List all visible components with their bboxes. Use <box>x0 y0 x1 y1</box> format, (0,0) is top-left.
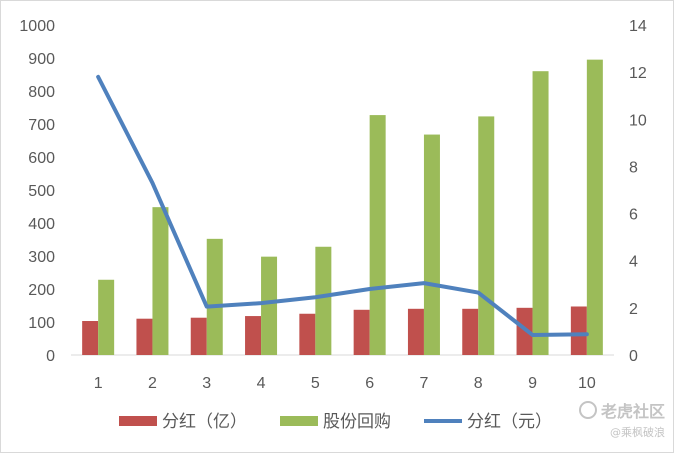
dividend-bar <box>570 306 587 355</box>
y-right-tick-label: 10 <box>629 112 647 129</box>
buyback-bar <box>423 134 440 355</box>
x-tick-label: 8 <box>474 375 483 392</box>
y-right-tick-label: 0 <box>629 348 638 365</box>
dividend-bar <box>245 316 262 355</box>
tiger-logo-icon <box>578 401 597 419</box>
y-left-tick-label: 400 <box>28 216 55 233</box>
buyback-bar <box>206 238 223 355</box>
watermark-user: @乘枫破浪 <box>610 426 665 439</box>
legend-label: 分红（元） <box>467 412 552 432</box>
y-left-tick-label: 600 <box>28 150 55 167</box>
legend-swatch <box>280 416 318 426</box>
legend-label: 股份回购 <box>323 412 391 432</box>
buyback-bar <box>532 71 549 355</box>
dividend-bar <box>407 308 424 355</box>
x-tick-label: 6 <box>365 375 374 392</box>
y-left-tick-label: 500 <box>28 183 55 200</box>
y-left-tick-label: 100 <box>28 315 55 332</box>
y-right-tick-label: 12 <box>629 65 647 82</box>
y-right-tick-label: 2 <box>629 301 638 318</box>
buyback-bar <box>315 246 332 355</box>
watermark-brand: 老虎社区 <box>600 402 665 421</box>
dividend-bar <box>516 307 533 355</box>
buyback-bar <box>586 59 603 356</box>
legend-label: 分红（亿） <box>162 412 247 432</box>
buyback-bar <box>478 116 495 355</box>
dividend-bar <box>190 317 207 355</box>
y-right-tick-label: 4 <box>629 254 638 271</box>
buyback-bar <box>98 279 115 355</box>
dividend-bar <box>299 313 316 355</box>
y-left-tick-label: 0 <box>46 348 55 365</box>
x-tick-label: 4 <box>257 375 266 392</box>
x-tick-label: 1 <box>94 375 103 392</box>
watermark: 老虎社区 @乘枫破浪 <box>578 398 665 440</box>
buyback-bar <box>152 207 169 355</box>
buyback-bar <box>369 115 386 355</box>
y-right-tick-label: 6 <box>629 207 638 224</box>
x-tick-label: 3 <box>202 375 211 392</box>
x-tick-label: 10 <box>578 375 596 392</box>
y-left-tick-label: 1000 <box>19 18 55 35</box>
x-tick-label: 9 <box>528 375 537 392</box>
x-tick-label: 5 <box>311 375 320 392</box>
dividend-bar <box>82 321 99 355</box>
dividend-per-share-line <box>96 74 589 337</box>
dividend-bar <box>462 308 479 355</box>
y-left-tick-label: 200 <box>28 282 55 299</box>
y-right-tick-label: 8 <box>629 159 638 176</box>
legend-swatch <box>119 416 157 426</box>
y-right-tick-label: 14 <box>629 18 647 35</box>
dividend-bar <box>353 309 370 355</box>
y-left-tick-label: 900 <box>28 51 55 68</box>
x-tick-label: 2 <box>148 375 157 392</box>
y-left-tick-label: 300 <box>28 249 55 266</box>
x-tick-label: 7 <box>419 375 428 392</box>
y-left-tick-label: 800 <box>28 84 55 101</box>
buyback-bar <box>261 256 278 355</box>
y-left-tick-label: 700 <box>28 117 55 134</box>
dividend-bar <box>136 318 153 355</box>
